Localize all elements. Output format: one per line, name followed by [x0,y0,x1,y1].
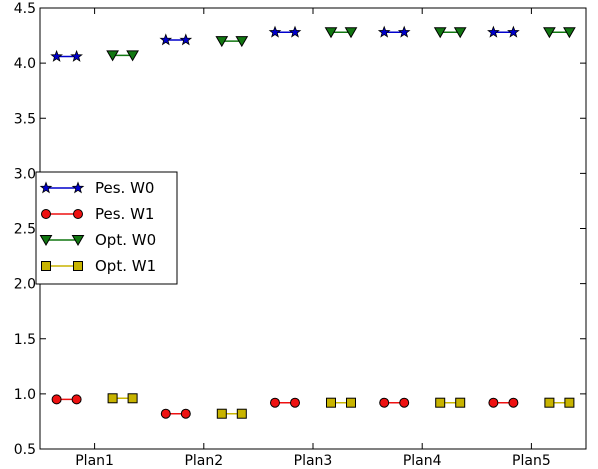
legend-marker [73,261,83,271]
data-point-marker [50,49,63,62]
y-tick-label: 2.0 [14,277,36,293]
data-point-marker [180,408,191,419]
series-pes-w1 [51,394,519,419]
legend-marker [41,209,51,219]
y-tick-label: 4.5 [14,1,36,17]
data-point-marker [344,27,358,39]
data-point-marker [453,27,467,39]
legend-marker [71,235,85,246]
data-point-marker [215,36,229,48]
legend-marker [71,181,85,194]
y-tick-label: 4.0 [14,56,36,72]
legend-marker [41,261,51,271]
y-tick-label: 2.5 [14,222,36,238]
data-point-marker [268,25,282,38]
series-opt-w1 [107,393,575,419]
data-point-marker [270,397,280,408]
data-point-marker [563,27,576,39]
x-tick-label: Plan4 [403,453,442,469]
x-tick-label: Plan5 [512,453,551,469]
legend-marker [39,235,53,246]
data-point-marker [379,397,390,408]
legend-label: Pes. W1 [95,205,154,223]
x-tick-label: Plan3 [294,453,333,469]
legend-label: Pes. W0 [95,179,154,197]
legend: Pes. W0 Pes. W1 Opt. W0 Opt. W1 [35,171,178,285]
data-point-marker [508,397,519,408]
data-point-marker [455,397,466,408]
legend-entry: Pes. W1 [41,205,154,223]
data-point-marker [70,49,83,62]
series-opt-w0 [106,27,576,62]
legend-entry: Pes. W0 [39,179,154,197]
y-tick-label: 3.5 [14,111,36,127]
data-point-marker [106,50,119,62]
series-pes-w0 [50,25,520,62]
data-point-marker [288,25,302,38]
data-point-marker [488,397,499,408]
data-point-marker [487,25,500,38]
x-axis: Plan1 Plan2 Plan3 Plan4 Plan5 [75,8,551,469]
data-point-marker [126,50,139,62]
data-point-marker [127,393,138,404]
data-point-marker [543,27,556,39]
data-point-marker [160,408,171,419]
data-point-marker [290,397,300,408]
data-point-marker [564,397,575,408]
data-point-marker [107,393,118,404]
data-point-marker [377,25,391,38]
y-tick-label: 0.5 [14,442,36,458]
data-point-marker [179,33,193,46]
data-point-marker [159,33,173,46]
data-point-marker [235,36,249,48]
legend-entry: Opt. W1 [41,257,156,275]
y-tick-label: 1.5 [14,332,36,348]
data-point-marker [507,25,520,38]
data-point-marker [433,27,447,39]
data-point-marker [326,397,336,408]
data-point-marker [324,27,338,39]
x-tick-label: Plan2 [184,453,223,469]
x-tick-label: Plan1 [75,453,114,469]
y-tick-label: 3.0 [14,166,36,182]
data-point-marker [346,397,356,408]
data-point-marker [51,394,62,405]
y-tick-label: 1.0 [14,387,36,403]
legend-label: Opt. W1 [95,257,156,275]
data-point-marker [397,25,411,38]
data-point-marker [236,408,247,419]
data-point-marker [216,408,227,419]
legend-label: Opt. W0 [95,231,156,249]
legend-entry: Opt. W0 [39,231,156,249]
legend-marker [73,209,83,219]
data-point-marker [399,397,410,408]
data-point-marker [71,394,82,405]
legend-marker [39,181,53,194]
data-point-marker [544,397,555,408]
data-point-marker [435,397,446,408]
